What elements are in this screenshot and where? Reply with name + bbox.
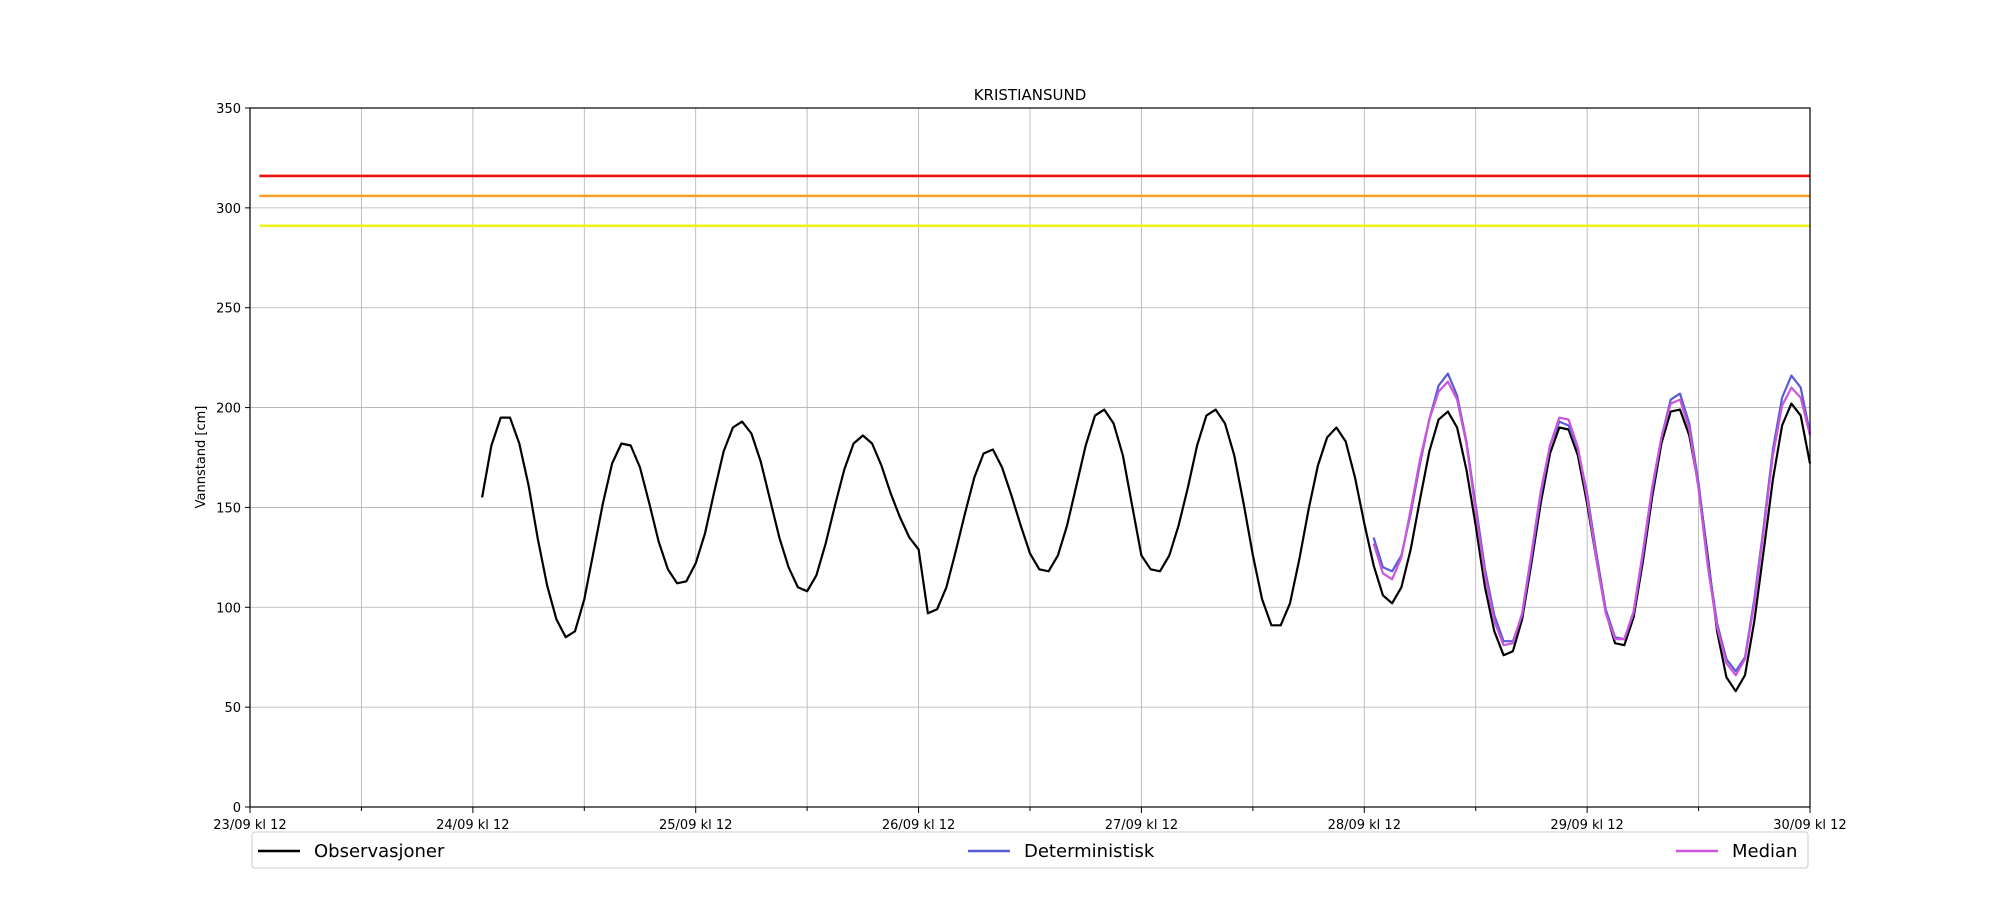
grid [249, 107, 1811, 808]
y-axis-label: Vannstand [cm] [194, 406, 209, 509]
x-tick-label: 23/09 kl 12 [213, 818, 286, 833]
x-tick-label: 27/09 kl 12 [1105, 818, 1178, 833]
x-tick-label: 25/09 kl 12 [659, 818, 732, 833]
y-tick-label: 0 [233, 801, 241, 816]
axis-ticks: 23/09 kl 12 24/09 kl 12 25/09 kl 12 26/09 k… [213, 102, 1846, 833]
y-tick-label: 150 [216, 501, 241, 516]
y-tick-label: 100 [216, 601, 241, 616]
x-tick-label: 28/09 kl 12 [1328, 818, 1401, 833]
x-tick-label: 29/09 kl 12 [1550, 818, 1623, 833]
x-tick-label: 24/09 kl 12 [436, 818, 509, 833]
x-tick-label: 26/09 kl 12 [882, 818, 955, 833]
series-line-median [1372, 380, 1812, 677]
series-line-observasjoner [481, 402, 1812, 693]
legend-frame [251, 831, 1809, 869]
y-tick-label: 350 [216, 102, 241, 117]
legend-label: Observasjoner [314, 841, 445, 862]
y-tick-label: 300 [216, 202, 241, 217]
x-tick-label: 30/09 kl 12 [1773, 818, 1846, 833]
y-tick-label: 50 [224, 701, 241, 716]
y-tick-label: 200 [216, 402, 241, 417]
series-lines [481, 372, 1812, 693]
y-tick-label: 250 [216, 302, 241, 317]
legend: Observasjoner Deterministisk Median [251, 831, 1809, 869]
legend-label: Median [1732, 841, 1797, 862]
legend-label: Deterministisk [1024, 841, 1155, 862]
chart-title: KRISTIANSUND [974, 86, 1087, 104]
threshold-lines [259, 174, 1810, 228]
